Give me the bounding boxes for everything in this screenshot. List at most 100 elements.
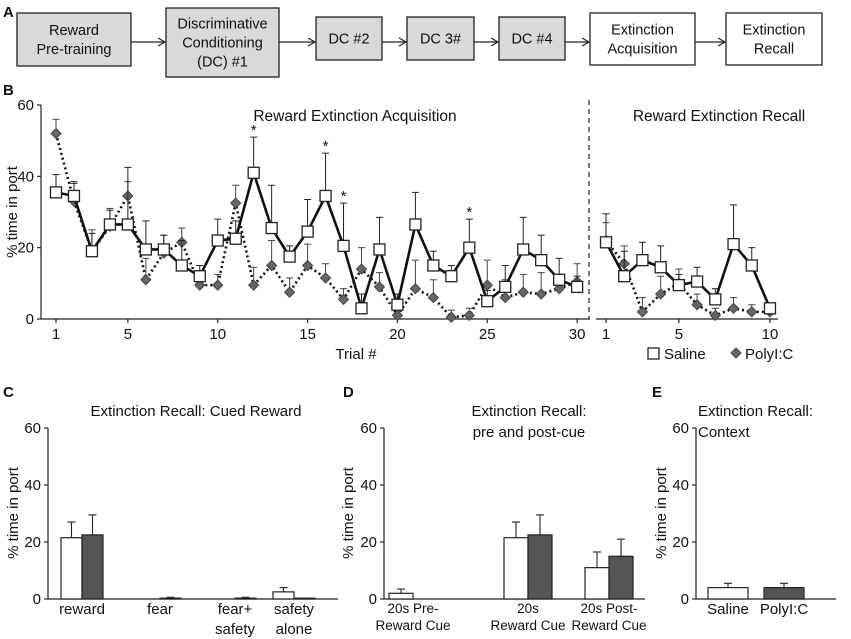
panel-letter-c: C	[3, 384, 14, 401]
flow-box-6	[589, 12, 696, 66]
flow-box-7	[725, 12, 823, 66]
bar-saline	[503, 537, 529, 600]
chart-title: Context	[698, 424, 751, 441]
bar	[763, 586, 805, 600]
bar-saline	[272, 591, 295, 600]
chart-title: pre and post-cue	[473, 424, 586, 441]
category-label: Saline	[707, 601, 749, 618]
point-polyic	[746, 306, 758, 318]
bar-chart-pre-post-cue: 0 20 40 60 % time in port Extinction Recall: p…	[340, 403, 647, 633]
point-saline	[265, 221, 278, 235]
y-tick-label: 60	[17, 97, 34, 114]
flow-arrow-head	[490, 37, 500, 47]
point-saline	[570, 280, 584, 294]
legend-marker-saline	[647, 347, 660, 360]
y-tick-label: 0	[681, 591, 689, 608]
x-tick-label: 30	[569, 326, 586, 343]
point-polyic	[194, 279, 206, 291]
point-polyic	[301, 259, 314, 272]
point-polyic	[409, 282, 422, 295]
bar-polyic	[81, 534, 104, 600]
flow-arrow-head	[398, 37, 408, 47]
point-saline	[763, 302, 777, 315]
bar-polyic	[527, 534, 553, 600]
bar-saline	[584, 567, 610, 600]
panel-letter-e: E	[652, 384, 662, 401]
point-saline	[49, 186, 63, 199]
point-saline	[355, 302, 368, 315]
point-polyic	[517, 286, 529, 298]
x-tick-label: 20	[389, 326, 406, 343]
y-tick-label: 40	[360, 477, 377, 494]
series-line-saline	[55, 168, 578, 313]
flow-arrow-head	[717, 37, 727, 47]
bar-polyic	[234, 597, 257, 600]
flow-box-3	[315, 16, 383, 61]
point-polyic	[319, 272, 332, 284]
flow-box-1	[16, 12, 132, 67]
point-polyic	[463, 309, 476, 322]
chart-title: Extinction Recall: Cued Reward	[91, 403, 302, 420]
y-tick-label: 0	[26, 311, 34, 328]
y-tick-label: 20	[360, 534, 377, 551]
point-polyic	[654, 288, 667, 300]
point-polyic	[636, 306, 649, 318]
legend-label-saline: Saline	[664, 346, 706, 363]
point-saline	[319, 189, 332, 203]
flow-box-label: Recall	[754, 42, 794, 58]
point-saline	[535, 253, 548, 267]
point-saline	[463, 241, 476, 254]
point-polyic	[212, 279, 224, 291]
x-tick-label: 25	[479, 326, 496, 343]
series-line-polyic	[604, 239, 770, 317]
x-tick-label: 15	[299, 326, 316, 343]
category-label: 20s Pre-	[387, 601, 438, 616]
line-chart-extinction: 0 20 40 60 % time in port Trial # Reward Extin…	[4, 97, 805, 363]
point-saline	[301, 225, 314, 238]
point-saline	[157, 243, 170, 256]
point-polyic	[265, 259, 278, 272]
bar-saline	[388, 592, 414, 600]
point-saline	[654, 261, 667, 274]
point-polyic	[445, 311, 458, 323]
y-tick-label: 40	[24, 477, 41, 494]
point-polyic	[355, 263, 368, 275]
point-polyic	[727, 302, 740, 315]
flow-box-label: Extinction	[611, 23, 674, 39]
flow-box-label: Reward	[49, 23, 99, 39]
category-label: PolyI:C	[760, 601, 809, 618]
series-line-polyic	[54, 133, 578, 319]
segment-title: Reward Extinction Recall	[633, 108, 805, 125]
flow-box-label: Extinction	[743, 23, 806, 39]
flow-box-label: DC 3#	[420, 32, 461, 48]
point-polyic	[553, 282, 565, 295]
y-tick-label: 20	[24, 534, 41, 551]
point-saline	[283, 250, 296, 263]
x-tick-label: 1	[52, 326, 60, 343]
x-tick-label: 10	[209, 326, 226, 343]
flow-box-label: (DC) #1	[197, 55, 248, 71]
y-tick-label: 40	[672, 477, 689, 494]
point-polyic	[229, 197, 242, 209]
x-tick-label: 5	[675, 326, 683, 343]
y-tick-label: 60	[24, 420, 41, 437]
bar-polyic	[159, 597, 182, 600]
flow-box-4	[406, 16, 475, 61]
point-polyic	[535, 288, 547, 300]
point-saline	[672, 278, 686, 292]
x-tick-label: 1	[602, 326, 610, 343]
category-label: Reward Cue	[375, 618, 450, 633]
x-tick-label: 5	[124, 326, 132, 343]
point-saline	[193, 270, 206, 283]
chart-title: Extinction Recall:	[471, 403, 586, 420]
point-saline	[85, 245, 99, 258]
point-polyic	[337, 293, 350, 306]
point-saline	[373, 243, 386, 256]
legend-label-polyic: PolyI:C	[745, 346, 794, 363]
y-tick-label: 0	[33, 591, 41, 608]
y-axis-label: % time in port	[653, 466, 670, 559]
panel-letter-a: A	[3, 4, 14, 21]
category-label: Reward Cue	[490, 618, 565, 633]
category-label: fear+	[218, 601, 253, 618]
